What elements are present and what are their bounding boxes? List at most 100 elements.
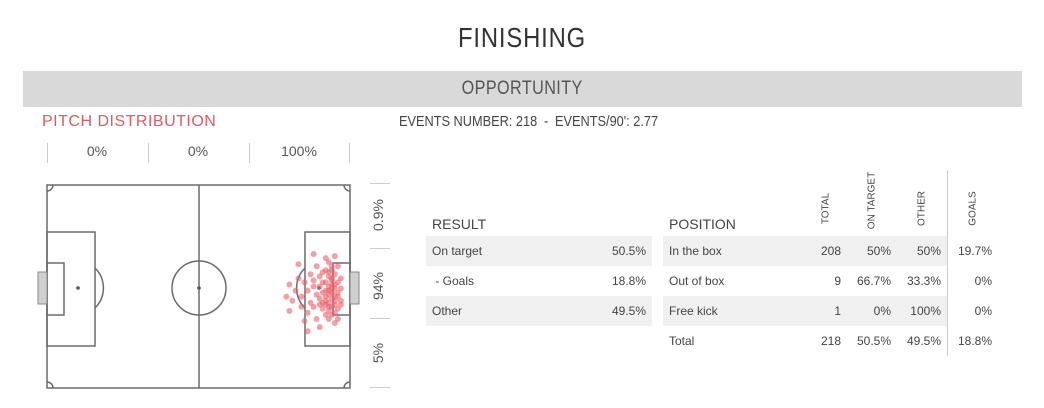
shot-point	[322, 279, 329, 286]
shot-point	[325, 316, 332, 322]
shot-points	[283, 251, 344, 335]
pitch-distribution-label: PITCH DISTRIBUTION	[42, 113, 217, 130]
events-number: EVENTS NUMBER: 218	[399, 113, 538, 130]
cell-on-target: 0%	[847, 296, 897, 326]
shot-point	[319, 269, 326, 276]
cell-other: 49.5%	[906, 334, 941, 348]
shot-point	[313, 291, 320, 298]
shot-point	[313, 316, 320, 322]
result-label: Other	[426, 296, 560, 326]
result-value: 50.5%	[559, 236, 652, 266]
shot-point	[301, 279, 308, 286]
shot-point	[328, 275, 335, 282]
shot-point	[331, 253, 338, 260]
table-row: On target 50.5%	[426, 236, 652, 266]
shot-point	[337, 285, 344, 292]
corner-arc	[343, 184, 351, 192]
shot-point	[298, 293, 305, 300]
shot-point	[310, 303, 317, 310]
col-header-total: TOTAL	[820, 192, 832, 225]
shot-point	[316, 301, 323, 308]
position-label: Total	[669, 334, 695, 348]
events-separator: -	[543, 113, 549, 130]
left-penalty-box	[46, 231, 96, 347]
shot-point	[310, 283, 317, 290]
position-label: In the box	[663, 236, 805, 266]
vzone-divider	[370, 248, 390, 249]
vzone-divider	[370, 318, 390, 319]
shot-point	[325, 287, 332, 294]
position-label: Free kick	[663, 296, 805, 326]
shot-point	[283, 293, 290, 300]
shot-point	[322, 311, 329, 318]
zone-divider	[249, 143, 250, 163]
shot-point	[304, 309, 311, 316]
position-table: POSITION TOTAL ON TARGET OTHER GOALS In …	[663, 170, 998, 356]
right-penalty-arc	[295, 267, 306, 309]
position-header: POSITION	[669, 216, 736, 232]
cell-goals: 19.7%	[947, 236, 998, 266]
col-header-on-target: ON TARGET	[866, 171, 878, 230]
cell-other: 50%	[897, 236, 947, 266]
shot-point	[316, 283, 323, 290]
cell-goals: 18.8%	[947, 326, 998, 356]
corner-arc	[46, 184, 54, 192]
cell-total: 9	[834, 274, 841, 288]
shot-point	[295, 261, 302, 268]
shot-point	[289, 297, 296, 304]
cell-goals: 0%	[947, 296, 998, 326]
cell-total: 1	[805, 296, 847, 326]
col-header-other: OTHER	[916, 191, 928, 226]
cell-other: 33.3%	[906, 274, 941, 288]
shot-point	[316, 273, 323, 280]
events-per90: EVENTS/90': 2.77	[555, 113, 659, 130]
shot-point	[334, 263, 341, 270]
shot-point	[316, 324, 323, 331]
shot-point	[307, 299, 314, 306]
left-goal	[37, 271, 48, 305]
table-row: Total 218 50.5% 49.5% 18.8%	[663, 326, 998, 356]
col-header-goals: GOALS	[967, 191, 979, 226]
table-row: Other 49.5%	[426, 296, 652, 326]
shot-point	[322, 293, 329, 300]
events-summary: EVENTS NUMBER: 218- EVENTS/90': 2.77	[399, 113, 658, 130]
vzone-divider	[370, 387, 390, 388]
page-title: FINISHING	[458, 22, 586, 53]
zone-pct-attacking: 100%	[281, 143, 317, 159]
result-table: RESULT On target 50.5% - Goals 18.8% Oth…	[426, 200, 652, 326]
zone-divider	[47, 143, 48, 163]
shot-point	[298, 303, 305, 310]
section-banner: OPPORTUNITY	[23, 71, 1022, 107]
cell-other: 100%	[897, 296, 947, 326]
shot-point	[337, 297, 344, 304]
result-value: 18.8%	[559, 266, 652, 296]
shot-point	[286, 281, 293, 288]
corner-arc	[46, 381, 54, 389]
shot-point	[304, 287, 311, 294]
shot-point	[337, 275, 344, 282]
shot-point	[328, 311, 335, 318]
shot-point	[295, 275, 302, 282]
shot-point	[304, 328, 311, 335]
shot-point	[286, 307, 293, 314]
shot-point	[307, 271, 314, 278]
center-circle	[171, 260, 227, 316]
cell-goals: 0%	[947, 266, 998, 296]
shot-point	[292, 287, 299, 294]
shot-point	[325, 303, 332, 310]
table-row: Out of box 9 66.7% 33.3% 0%	[663, 266, 998, 296]
zone-pct-defensive: 0%	[86, 143, 108, 159]
result-value: 49.5%	[559, 296, 652, 326]
shot-point	[313, 263, 320, 270]
table-row: - Goals 18.8%	[426, 266, 652, 296]
shot-point	[337, 301, 344, 308]
center-spot	[197, 286, 201, 290]
cell-on-target: 50%	[847, 236, 897, 266]
table-row: In the box 208 50% 50% 19.7%	[663, 236, 998, 266]
cell-on-target: 66.7%	[856, 274, 891, 288]
cell-on-target: 50.5%	[856, 334, 891, 348]
result-label: On target	[426, 236, 560, 266]
left-penalty-arc	[94, 267, 105, 309]
result-label: - Goals	[426, 266, 560, 296]
zone-pct-middle: 0%	[187, 143, 209, 159]
